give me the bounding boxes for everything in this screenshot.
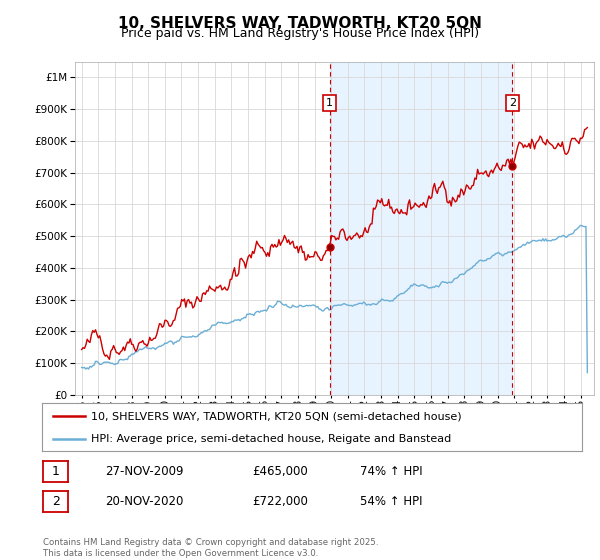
Text: 74% ↑ HPI: 74% ↑ HPI xyxy=(360,465,422,478)
Text: Price paid vs. HM Land Registry's House Price Index (HPI): Price paid vs. HM Land Registry's House … xyxy=(121,27,479,40)
Text: £465,000: £465,000 xyxy=(252,465,308,478)
Text: HPI: Average price, semi-detached house, Reigate and Banstead: HPI: Average price, semi-detached house,… xyxy=(91,434,451,444)
Text: 10, SHELVERS WAY, TADWORTH, KT20 5QN (semi-detached house): 10, SHELVERS WAY, TADWORTH, KT20 5QN (se… xyxy=(91,411,461,421)
Text: 1: 1 xyxy=(326,98,333,108)
Text: 27-NOV-2009: 27-NOV-2009 xyxy=(105,465,184,478)
Text: 1: 1 xyxy=(52,465,60,478)
Bar xyxy=(329,62,512,395)
Text: 10, SHELVERS WAY, TADWORTH, KT20 5QN: 10, SHELVERS WAY, TADWORTH, KT20 5QN xyxy=(118,16,482,31)
Text: £722,000: £722,000 xyxy=(252,494,308,508)
Text: Contains HM Land Registry data © Crown copyright and database right 2025.
This d: Contains HM Land Registry data © Crown c… xyxy=(43,538,379,558)
Text: 20-NOV-2020: 20-NOV-2020 xyxy=(105,494,184,508)
Text: 54% ↑ HPI: 54% ↑ HPI xyxy=(360,494,422,508)
Text: 2: 2 xyxy=(52,494,60,508)
Text: 2: 2 xyxy=(509,98,516,108)
